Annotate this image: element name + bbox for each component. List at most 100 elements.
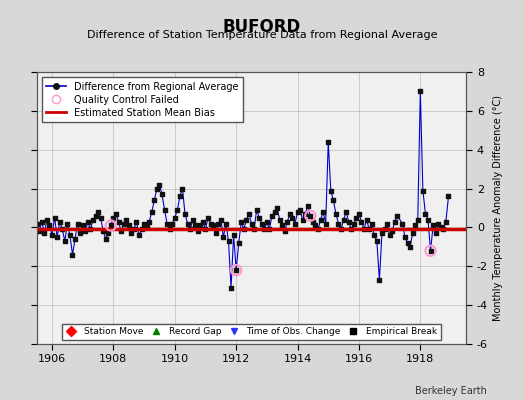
Point bbox=[344, 218, 353, 225]
Point bbox=[107, 222, 115, 229]
Point bbox=[166, 226, 174, 232]
Legend: Station Move, Record Gap, Time of Obs. Change, Empirical Break: Station Move, Record Gap, Time of Obs. C… bbox=[62, 324, 441, 340]
Point bbox=[235, 240, 243, 246]
Point bbox=[332, 211, 340, 217]
Point bbox=[393, 212, 401, 219]
Point bbox=[263, 218, 271, 225]
Point bbox=[337, 226, 345, 232]
Point bbox=[68, 252, 77, 258]
Point bbox=[45, 222, 53, 229]
Point bbox=[193, 228, 202, 234]
Point bbox=[367, 220, 376, 227]
Point bbox=[301, 211, 309, 217]
Point bbox=[386, 232, 394, 238]
Point bbox=[189, 216, 197, 223]
Point bbox=[40, 230, 49, 236]
Point bbox=[322, 220, 330, 227]
Point bbox=[204, 214, 212, 221]
Point bbox=[293, 209, 302, 215]
Point bbox=[201, 226, 210, 232]
Point bbox=[283, 218, 291, 225]
Point bbox=[370, 232, 378, 238]
Point bbox=[230, 232, 238, 238]
Point bbox=[22, 222, 30, 229]
Point bbox=[48, 232, 56, 238]
Point bbox=[291, 220, 299, 227]
Point bbox=[56, 218, 64, 225]
Point bbox=[38, 218, 46, 225]
Point bbox=[311, 222, 320, 229]
Point bbox=[429, 222, 438, 229]
Text: BUFORD: BUFORD bbox=[223, 18, 301, 36]
Point bbox=[148, 209, 156, 215]
Point bbox=[278, 222, 287, 229]
Point bbox=[306, 212, 314, 219]
Point bbox=[186, 226, 194, 232]
Point bbox=[125, 222, 133, 229]
Point bbox=[411, 222, 419, 229]
Point bbox=[303, 203, 312, 209]
Point bbox=[140, 220, 148, 227]
Point bbox=[342, 209, 351, 215]
Point bbox=[363, 216, 371, 223]
Point bbox=[270, 209, 279, 215]
Point bbox=[276, 216, 284, 223]
Point bbox=[109, 214, 117, 221]
Point bbox=[427, 248, 435, 254]
Point bbox=[32, 220, 41, 227]
Point bbox=[380, 226, 389, 232]
Point bbox=[350, 220, 358, 227]
Point bbox=[199, 218, 207, 225]
Point bbox=[20, 218, 28, 225]
Point bbox=[299, 216, 307, 223]
Point bbox=[253, 207, 261, 213]
Point bbox=[324, 139, 332, 145]
Point bbox=[434, 220, 442, 227]
Point bbox=[183, 220, 192, 227]
Point bbox=[206, 220, 215, 227]
Point bbox=[61, 238, 69, 244]
Point bbox=[416, 88, 424, 95]
Point bbox=[171, 214, 179, 221]
Point bbox=[273, 205, 281, 211]
Point bbox=[439, 226, 447, 232]
Point bbox=[442, 218, 450, 225]
Point bbox=[178, 185, 187, 192]
Point bbox=[107, 222, 115, 229]
Point bbox=[296, 207, 304, 213]
Point bbox=[388, 228, 396, 234]
Point bbox=[53, 234, 61, 240]
Point bbox=[173, 207, 181, 213]
Point bbox=[35, 228, 43, 234]
Point bbox=[143, 224, 151, 231]
Point bbox=[212, 230, 220, 236]
Point bbox=[79, 222, 87, 229]
Point bbox=[431, 230, 440, 236]
Point bbox=[114, 218, 123, 225]
Point bbox=[135, 232, 143, 238]
Point bbox=[390, 218, 399, 225]
Y-axis label: Monthly Temperature Anomaly Difference (°C): Monthly Temperature Anomaly Difference (… bbox=[494, 95, 504, 321]
Point bbox=[355, 211, 363, 217]
Point bbox=[365, 226, 374, 232]
Point bbox=[288, 214, 297, 221]
Point bbox=[319, 209, 328, 215]
Point bbox=[102, 236, 110, 242]
Point bbox=[280, 228, 289, 234]
Point bbox=[66, 232, 74, 238]
Point bbox=[117, 228, 125, 234]
Point bbox=[84, 218, 92, 225]
Point bbox=[239, 226, 248, 232]
Point bbox=[413, 216, 422, 223]
Point bbox=[76, 230, 84, 236]
Point bbox=[112, 211, 120, 217]
Point bbox=[237, 218, 245, 225]
Point bbox=[436, 224, 445, 231]
Point bbox=[406, 244, 414, 250]
Point bbox=[145, 218, 154, 225]
Point bbox=[27, 226, 36, 232]
Point bbox=[340, 216, 348, 223]
Point bbox=[219, 234, 227, 240]
Point bbox=[424, 216, 432, 223]
Point bbox=[168, 220, 177, 227]
